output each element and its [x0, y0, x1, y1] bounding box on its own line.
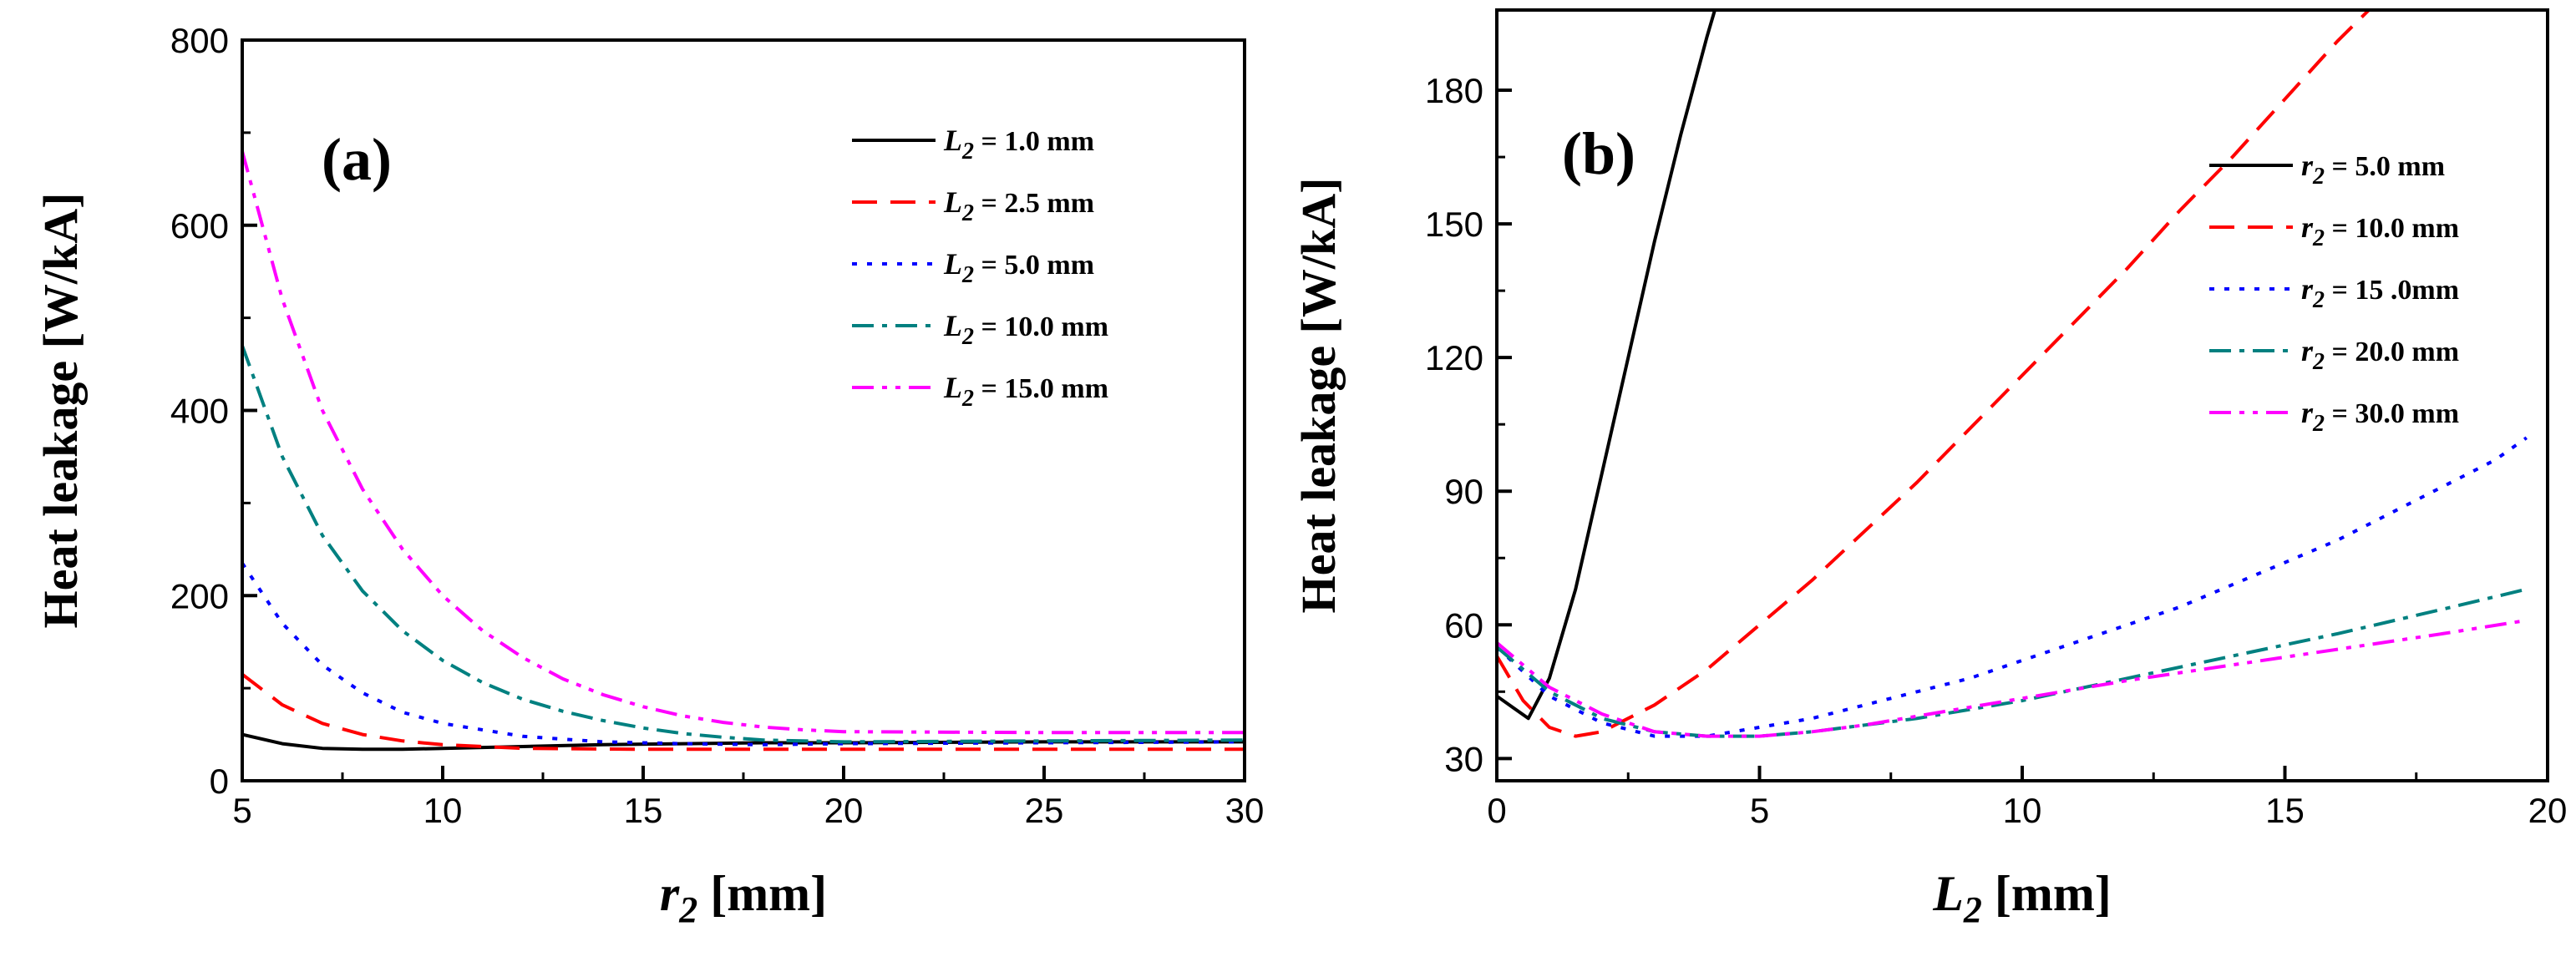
series-line-a-2 [242, 672, 1245, 752]
series-group-b [1497, 10, 2528, 738]
panel-label-a: (a) [322, 126, 392, 193]
x-tick-label-b: 10 [2003, 791, 2042, 830]
y-tick-label-b: 90 [1444, 472, 1483, 511]
legend-label-a-4: L2 = 10.0 mm [943, 309, 1108, 350]
x-axis-subscript-b: 2 [1963, 889, 1982, 930]
x-axis-symbol-a: r [660, 866, 680, 921]
x-axis-unit-a: [mm] [697, 866, 827, 921]
y-tick-label-b: 30 [1444, 739, 1483, 778]
y-tick-label-b: 60 [1444, 605, 1483, 645]
x-tick-label-b: 5 [1750, 791, 1769, 830]
x-tick-label-a: 30 [1225, 791, 1265, 830]
y-tick-label-a: 400 [170, 392, 229, 431]
legend-label-b-1: r2 = 5.0 mm [2301, 149, 2445, 190]
y-tick-label-b: 120 [1425, 338, 1483, 377]
legend-label-a-1: L2 = 1.0 mm [943, 124, 1094, 165]
y-tick-label-b: 180 [1425, 71, 1483, 110]
x-tick-label-a: 20 [824, 791, 864, 830]
series-group-a [242, 150, 1245, 752]
chart-panel-a: 5 10 15 20 25 30 0 200 400 600 800 (a) Heat leakag… [33, 21, 1264, 930]
x-axis-unit-b: [mm] [1982, 866, 2112, 921]
series-line-b-5 [1497, 618, 2528, 738]
legend-label-a-3: L2 = 5.0 mm [943, 247, 1094, 288]
legend-label-b-3: r2 = 15 .0mm [2301, 272, 2459, 313]
legend-label-a-2: L2 = 2.5 mm [943, 185, 1094, 226]
x-axis-title-a: r2 [mm] [660, 866, 827, 930]
legend-label-b-5: r2 = 30.0 mm [2301, 396, 2459, 437]
x-tick-label-a: 15 [624, 791, 663, 830]
x-tick-label-b: 0 [1487, 791, 1506, 830]
x-tick-label-a: 5 [232, 791, 251, 830]
x-axis-subscript-a: 2 [678, 889, 697, 930]
legend-a: L2 = 1.0 mm L2 = 2.5 mm L2 = 5.0 mm L2 = 10… [852, 124, 1108, 412]
series-line-a-5 [242, 150, 1245, 735]
y-axis-title-a: Heat leakage [W/kA] [33, 193, 88, 629]
legend-label-b-4: r2 = 20.0 mm [2301, 334, 2459, 375]
x-tick-label-a: 25 [1025, 791, 1064, 830]
x-tick-label-b: 15 [2265, 791, 2305, 830]
y-tick-label-a: 800 [170, 21, 229, 60]
series-line-a-3 [242, 562, 1245, 747]
chart-panel-b: 0 5 10 15 20 30 60 90 120 150 180 (b) Heat leakage… [1291, 8, 2567, 930]
panel-label-b: (b) [1562, 120, 1635, 187]
y-tick-label-a: 200 [170, 576, 229, 615]
x-tick-label-b: 20 [2528, 791, 2568, 830]
ticks-group-a: 5 10 15 20 25 30 0 200 400 600 800 [170, 21, 1264, 830]
y-tick-label-a: 0 [210, 762, 229, 801]
y-tick-label-b: 150 [1425, 205, 1483, 244]
y-axis-title-b: Heat leakage [W/kA] [1291, 178, 1346, 614]
y-tick-label-a: 600 [170, 206, 229, 246]
series-line-b-1 [1497, 10, 1716, 721]
ticks-group-b: 0 5 10 15 20 30 60 90 120 150 180 [1425, 71, 2567, 830]
x-axis-title-b: L2 [mm] [1932, 866, 2112, 930]
legend-label-b-2: r2 = 10.0 mm [2301, 210, 2459, 251]
x-axis-symbol-b: L [1932, 866, 1964, 921]
x-tick-label-a: 10 [423, 791, 463, 830]
legend-label-a-5: L2 = 15.0 mm [943, 371, 1108, 412]
series-line-b-2 [1497, 10, 2371, 738]
series-line-a-4 [242, 345, 1245, 744]
legend-b: r2 = 5.0 mm r2 = 10.0 mm r2 = 15 .0mm r2 = … [2209, 149, 2459, 437]
series-line-b-4 [1497, 587, 2528, 738]
